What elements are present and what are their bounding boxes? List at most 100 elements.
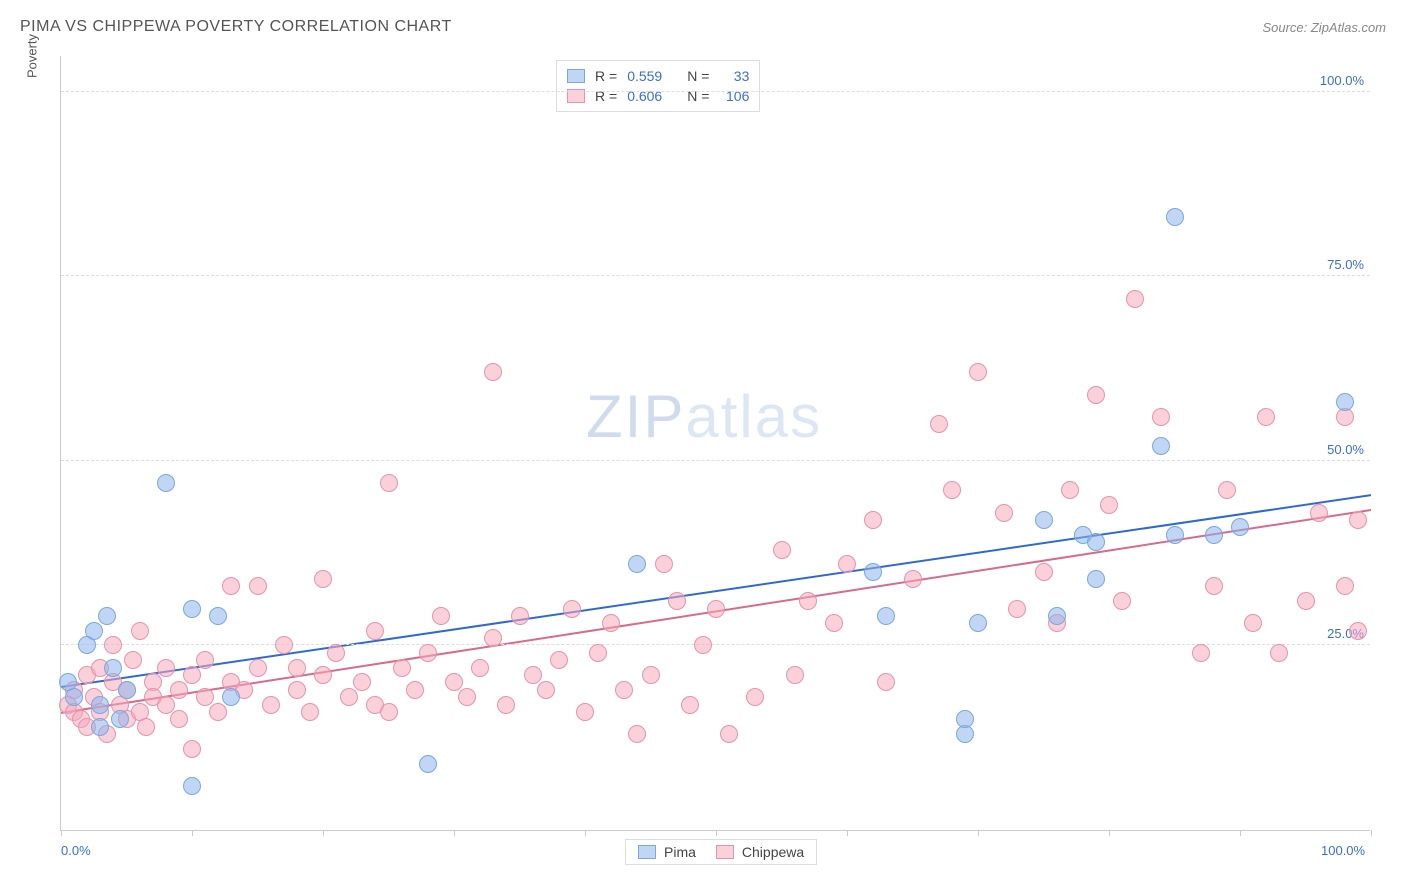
scatter-point-pima bbox=[1035, 511, 1053, 529]
scatter-point-chippewa bbox=[550, 651, 568, 669]
scatter-point-pima bbox=[183, 777, 201, 795]
x-tick bbox=[61, 830, 62, 836]
scatter-point-chippewa bbox=[104, 636, 122, 654]
legend-n-value: 33 bbox=[719, 68, 749, 84]
scatter-point-pima bbox=[1166, 526, 1184, 544]
scatter-point-chippewa bbox=[497, 696, 515, 714]
legend-swatch-pima bbox=[638, 845, 656, 859]
legend-r-value: 0.559 bbox=[627, 68, 677, 84]
scatter-point-pima bbox=[1087, 570, 1105, 588]
scatter-point-chippewa bbox=[628, 725, 646, 743]
scatter-point-chippewa bbox=[825, 614, 843, 632]
x-tick-label: 100.0% bbox=[1321, 843, 1365, 858]
scatter-point-pima bbox=[65, 688, 83, 706]
x-tick bbox=[1240, 830, 1241, 836]
y-tick-label: 100.0% bbox=[1320, 73, 1364, 88]
scatter-point-chippewa bbox=[262, 696, 280, 714]
scatter-point-chippewa bbox=[183, 666, 201, 684]
x-tick bbox=[192, 830, 193, 836]
bottom-legend-label: Pima bbox=[664, 844, 696, 860]
scatter-point-chippewa bbox=[170, 710, 188, 728]
scatter-point-chippewa bbox=[393, 659, 411, 677]
scatter-point-chippewa bbox=[1192, 644, 1210, 662]
scatter-point-pima bbox=[628, 555, 646, 573]
bottom-legend-item-chippewa: Chippewa bbox=[716, 844, 804, 860]
legend-row-chippewa: R =0.606N =106 bbox=[567, 86, 749, 106]
scatter-point-chippewa bbox=[314, 666, 332, 684]
scatter-point-chippewa bbox=[1205, 577, 1223, 595]
scatter-point-chippewa bbox=[681, 696, 699, 714]
gridline-h bbox=[61, 460, 1370, 461]
scatter-point-chippewa bbox=[157, 659, 175, 677]
scatter-point-chippewa bbox=[773, 541, 791, 559]
scatter-point-chippewa bbox=[124, 651, 142, 669]
scatter-point-chippewa bbox=[864, 511, 882, 529]
scatter-point-chippewa bbox=[170, 681, 188, 699]
x-tick bbox=[454, 830, 455, 836]
scatter-point-chippewa bbox=[1035, 563, 1053, 581]
bottom-legend-item-pima: Pima bbox=[638, 844, 696, 860]
scatter-point-pima bbox=[1048, 607, 1066, 625]
scatter-point-chippewa bbox=[157, 696, 175, 714]
scatter-point-chippewa bbox=[196, 688, 214, 706]
scatter-point-chippewa bbox=[1310, 504, 1328, 522]
scatter-point-pima bbox=[419, 755, 437, 773]
scatter-point-pima bbox=[1336, 393, 1354, 411]
scatter-point-chippewa bbox=[314, 570, 332, 588]
scatter-point-chippewa bbox=[615, 681, 633, 699]
scatter-point-chippewa bbox=[1349, 511, 1367, 529]
scatter-point-chippewa bbox=[445, 673, 463, 691]
scatter-point-pima bbox=[1166, 208, 1184, 226]
scatter-point-chippewa bbox=[877, 673, 895, 691]
scatter-point-chippewa bbox=[655, 555, 673, 573]
watermark-logo: ZIPatlas bbox=[586, 382, 822, 451]
x-tick bbox=[847, 830, 848, 836]
gridline-h bbox=[61, 275, 1370, 276]
scatter-point-chippewa bbox=[563, 600, 581, 618]
scatter-point-pima bbox=[183, 600, 201, 618]
scatter-point-pima bbox=[969, 614, 987, 632]
scatter-point-chippewa bbox=[1244, 614, 1262, 632]
x-tick bbox=[1109, 830, 1110, 836]
scatter-point-chippewa bbox=[642, 666, 660, 684]
scatter-point-chippewa bbox=[137, 718, 155, 736]
scatter-point-chippewa bbox=[249, 659, 267, 677]
chart-title: PIMA VS CHIPPEWA POVERTY CORRELATION CHA… bbox=[20, 18, 452, 36]
scatter-point-chippewa bbox=[380, 703, 398, 721]
scatter-point-chippewa bbox=[1100, 496, 1118, 514]
scatter-point-pima bbox=[104, 659, 122, 677]
scatter-point-chippewa bbox=[995, 504, 1013, 522]
scatter-point-chippewa bbox=[524, 666, 542, 684]
scatter-point-chippewa bbox=[511, 607, 529, 625]
scatter-point-pima bbox=[1205, 526, 1223, 544]
y-axis-label: Poverty bbox=[25, 34, 40, 78]
scatter-point-chippewa bbox=[471, 659, 489, 677]
scatter-point-chippewa bbox=[1126, 290, 1144, 308]
scatter-point-pima bbox=[1152, 437, 1170, 455]
scatter-point-chippewa bbox=[930, 415, 948, 433]
x-tick bbox=[323, 830, 324, 836]
scatter-point-chippewa bbox=[484, 363, 502, 381]
scatter-point-pima bbox=[98, 607, 116, 625]
scatter-point-chippewa bbox=[694, 636, 712, 654]
scatter-point-chippewa bbox=[1297, 592, 1315, 610]
legend-row-pima: R =0.559N =33 bbox=[567, 66, 749, 86]
scatter-point-chippewa bbox=[746, 688, 764, 706]
scatter-point-chippewa bbox=[707, 600, 725, 618]
scatter-point-pima bbox=[1087, 533, 1105, 551]
legend-swatch-chippewa bbox=[716, 845, 734, 859]
bottom-legend-label: Chippewa bbox=[742, 844, 804, 860]
scatter-point-chippewa bbox=[131, 622, 149, 640]
scatter-point-chippewa bbox=[288, 659, 306, 677]
correlation-legend-box: R =0.559N =33R =0.606N =106 bbox=[556, 60, 760, 112]
scatter-point-chippewa bbox=[380, 474, 398, 492]
scatter-point-chippewa bbox=[799, 592, 817, 610]
scatter-point-chippewa bbox=[576, 703, 594, 721]
scatter-point-chippewa bbox=[275, 636, 293, 654]
scatter-point-chippewa bbox=[1270, 644, 1288, 662]
scatter-point-pima bbox=[85, 622, 103, 640]
gridline-h bbox=[61, 91, 1370, 92]
scatter-point-pima bbox=[1231, 518, 1249, 536]
scatter-point-chippewa bbox=[668, 592, 686, 610]
scatter-point-chippewa bbox=[969, 363, 987, 381]
